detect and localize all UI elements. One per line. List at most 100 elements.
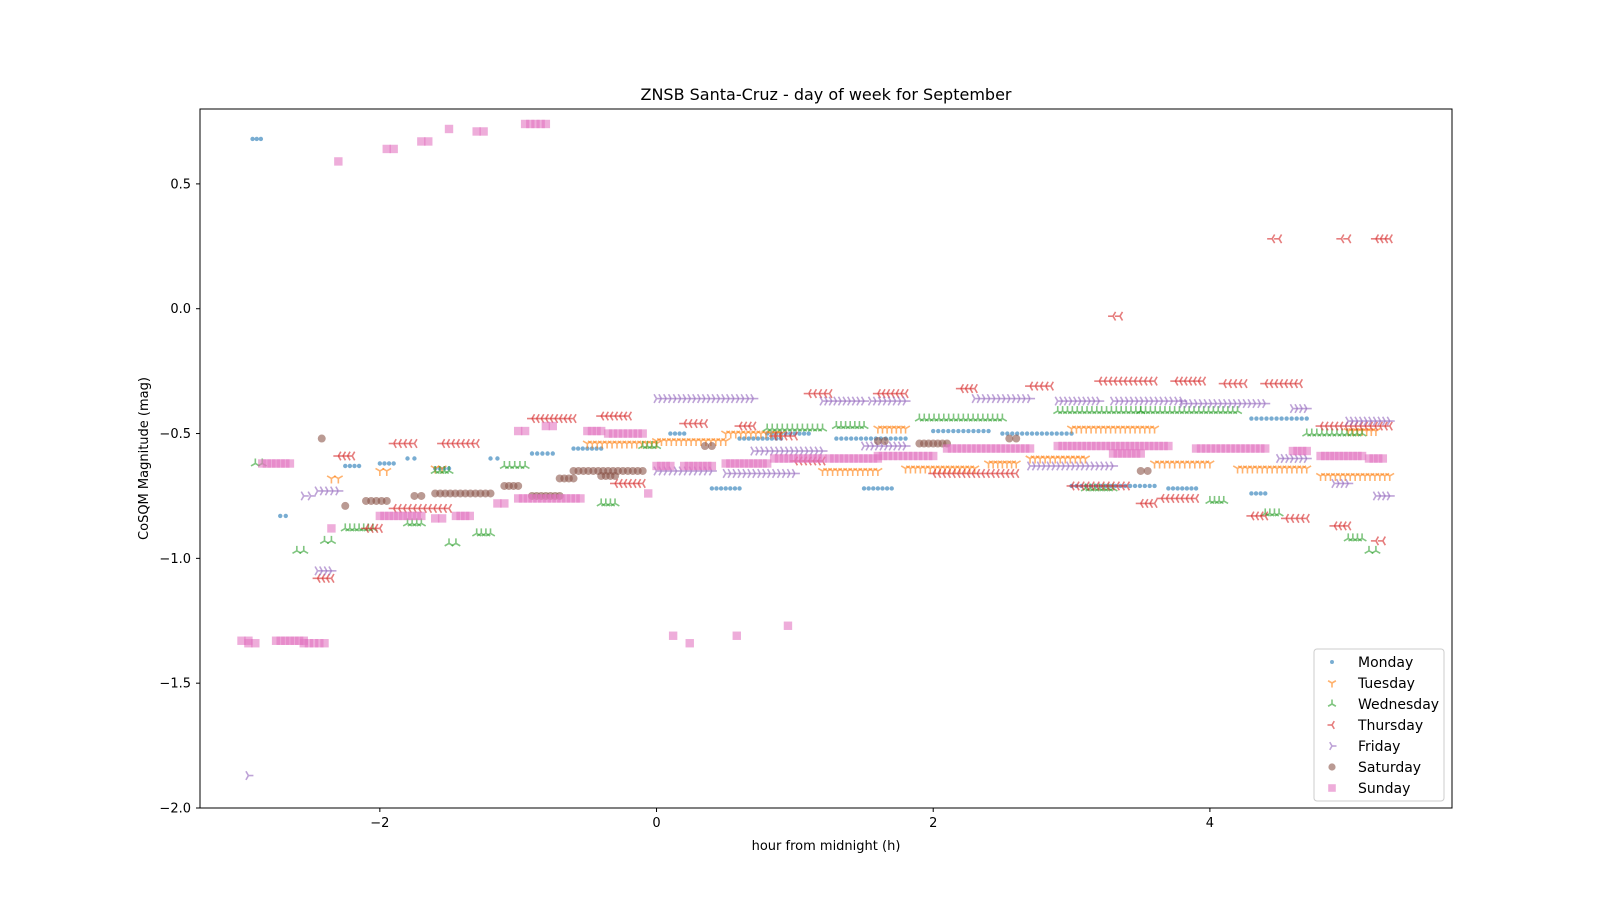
data-point [1096,441,1106,451]
data-point [1096,396,1105,406]
plot-points [237,119,1395,781]
data-point [923,451,933,461]
data-point [668,431,673,436]
data-point [347,451,356,461]
data-point [290,636,299,645]
data-point [451,511,461,521]
data-point [1108,311,1117,321]
data-point [1006,444,1015,453]
data-point [258,459,267,468]
data-point [1039,431,1045,436]
data-point [853,436,859,441]
data-point [1343,234,1352,244]
data-point [1221,444,1230,453]
data-point [1120,441,1130,451]
data-point [1080,455,1091,464]
data-point [693,461,703,471]
y-tick-label: −1.0 [159,552,191,567]
data-point [679,461,689,471]
data-point [536,119,545,129]
data-point [902,441,911,451]
data-point [638,429,647,438]
data-point [315,639,324,648]
data-point [672,431,678,436]
legend-item: Sunday [1328,781,1410,797]
data-point [888,436,893,441]
data-point [1294,416,1299,421]
data-point [976,428,981,434]
data-point [541,421,551,431]
data-point [535,451,540,456]
legend-label: Monday [1358,655,1413,671]
data-point [651,441,662,450]
data-point [1193,486,1199,491]
data-point [1063,441,1072,451]
data-point [245,770,254,781]
data-point [410,491,419,500]
data-point [878,451,888,461]
data-point [779,454,789,463]
data-point [1175,486,1180,491]
data-point [613,429,623,438]
data-point [929,451,938,461]
data-point [884,486,890,491]
data-point [883,451,893,461]
data-point [1000,431,1005,436]
legend-label: Wednesday [1358,697,1439,713]
data-point [863,436,869,441]
data-point [611,471,620,480]
x-tick-label: −2 [370,816,389,831]
data-point [1132,483,1138,489]
data-point [1246,444,1255,453]
data-point [685,639,694,648]
data-point [1302,446,1311,456]
data-point [557,494,566,503]
data-point [966,428,971,434]
data-point [254,136,259,142]
data-point [1343,521,1352,531]
legend-marker [1327,680,1337,688]
data-point [1166,486,1171,491]
data-point [281,459,290,468]
data-point [1386,416,1395,426]
data-point [324,486,333,496]
data-point [1034,431,1040,436]
data-point [1011,468,1020,479]
data-point [444,124,454,134]
data-point [866,486,871,491]
data-point [633,429,642,438]
data-point [952,444,962,453]
data-point [276,459,285,468]
data-point [326,535,337,545]
data-point [1114,311,1124,321]
data-point [314,486,323,496]
data-point [668,631,678,640]
data-point [1191,493,1200,504]
data-point [1231,444,1240,453]
data-point [1339,451,1348,461]
data-point [848,436,854,441]
data-point [730,459,740,468]
data-point [1142,483,1147,489]
data-point [863,454,873,463]
data-point [513,494,523,503]
data-point [1267,234,1276,244]
data-point [1020,444,1030,453]
data-point [1249,416,1254,421]
data-point [347,463,353,469]
data-point [942,444,952,453]
data-point [858,436,864,441]
x-tick-labels: −2 0 2 4 [370,816,1214,831]
data-point [1019,431,1025,436]
data-point [797,431,802,436]
data-point [1064,431,1069,436]
legend-item: Friday [1329,739,1400,755]
data-point [327,524,336,533]
data-point [1196,444,1206,453]
data-point [320,639,329,648]
series-friday [245,393,1395,781]
legend-label: Tuesday [1357,676,1415,692]
data-point [596,426,606,436]
legend: Monday Tuesday Wednesday Thursday Friday Satu… [1313,648,1445,802]
data-point [962,444,971,453]
